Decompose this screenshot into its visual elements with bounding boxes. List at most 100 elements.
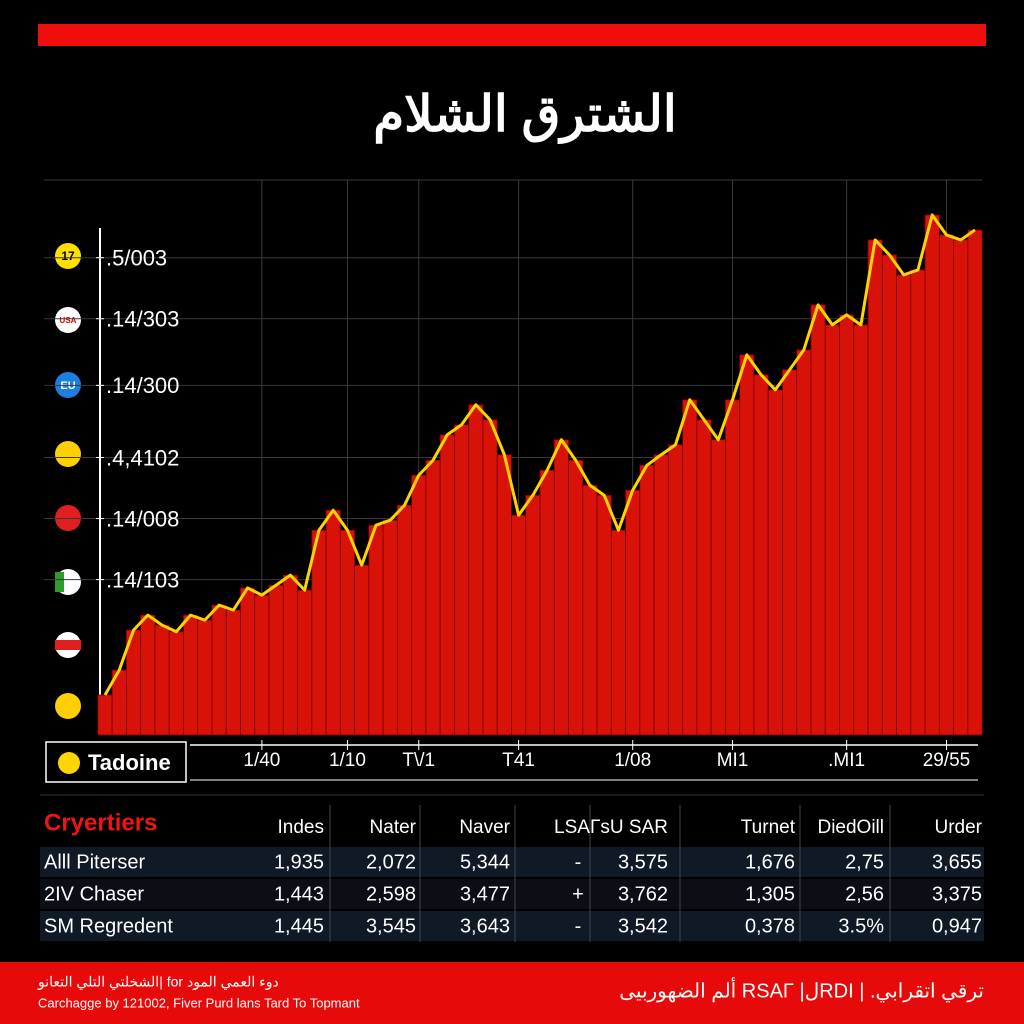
- x-tick-label: .MI1: [828, 750, 865, 771]
- icon-label: USA: [60, 316, 77, 325]
- chart-title: الشترق الشلام: [373, 86, 677, 144]
- bar: [596, 494, 612, 736]
- x-tick-label: 1/08: [614, 750, 651, 771]
- bar: [710, 439, 726, 736]
- legend-icon: [58, 752, 80, 774]
- bar: [896, 274, 912, 736]
- bar: [382, 519, 398, 736]
- bar: [282, 574, 298, 736]
- bar: [582, 484, 598, 736]
- table-cell: 0,947: [932, 915, 982, 937]
- bar: [924, 214, 940, 736]
- bar: [539, 469, 555, 736]
- icon: [55, 307, 81, 333]
- y-tick-label: .14/303: [106, 307, 179, 332]
- table-cell: 3,762: [618, 883, 668, 905]
- bar: [511, 514, 527, 736]
- column-header: Urder: [934, 817, 982, 838]
- icon: [55, 693, 81, 719]
- footer-text: الشخلتي التلي التعانو| for دوء العمي الم…: [37, 974, 279, 991]
- table-cell: 2,598: [366, 883, 416, 905]
- bar: [339, 529, 355, 736]
- row-label: SM Regredent: [44, 915, 173, 937]
- column-header: Turnet: [741, 817, 796, 838]
- x-tick-label: 29/55: [923, 750, 971, 771]
- bar: [425, 459, 441, 736]
- bar: [140, 614, 156, 736]
- bar: [368, 524, 384, 736]
- table-cell: 3,575: [618, 851, 668, 873]
- bar: [354, 564, 370, 736]
- table-cell: 2,75: [845, 851, 884, 873]
- table-row-bg: [40, 847, 984, 877]
- bar: [396, 504, 413, 736]
- legend-box: [45, 741, 187, 783]
- bar: [97, 694, 113, 736]
- bar: [240, 587, 256, 736]
- table-cell: 2,072: [366, 851, 416, 873]
- icon: [55, 505, 81, 531]
- bar: [168, 631, 184, 736]
- table-cell: 3,375: [932, 883, 982, 905]
- bar: [568, 459, 584, 736]
- table-cell: 2,56: [845, 883, 884, 905]
- table-title: Cryertiers: [44, 809, 157, 836]
- bar: [725, 399, 741, 736]
- table-cell: 3,545: [366, 915, 416, 937]
- x-tick-label: MI1: [717, 750, 749, 771]
- table-row-bg: [40, 911, 984, 941]
- bar: [610, 529, 626, 736]
- icon-stripe: [55, 640, 81, 650]
- y-tick-label: .14/008: [106, 506, 179, 531]
- table-cell: 3,477: [460, 883, 510, 905]
- bar: [910, 269, 926, 736]
- bar: [297, 589, 313, 736]
- bar: [881, 254, 897, 736]
- icon-stripe: [55, 572, 64, 592]
- bar: [867, 239, 883, 736]
- bar: [739, 354, 755, 736]
- column-header: Indes: [278, 817, 324, 838]
- icon: [55, 441, 81, 467]
- y-tick-label: .5/003: [106, 246, 167, 271]
- footer-text: Carchagge by 121002, Fiver Purd lans Tar…: [38, 995, 360, 1010]
- bar: [183, 614, 199, 736]
- bar: [197, 619, 213, 736]
- footer-text: ألم الضهوربيى RSAΓ |لRDI | .ترقي اتقرابي: [619, 976, 984, 1002]
- y-tick-label: .14/103: [106, 567, 179, 592]
- x-tick-label: T\/1: [402, 750, 435, 771]
- table-cell: 1,445: [274, 915, 324, 937]
- column-header: LSAΓs: [554, 817, 610, 838]
- table-cell: 3,643: [460, 915, 510, 937]
- bar: [967, 229, 983, 736]
- bar: [839, 314, 855, 736]
- bar: [853, 324, 869, 736]
- legend-label: Tadoine: [88, 750, 171, 775]
- top-bar: [38, 24, 986, 46]
- bar: [325, 509, 341, 736]
- bar: [782, 369, 798, 736]
- table-cell: 3,542: [618, 915, 668, 937]
- bar: [953, 239, 969, 736]
- x-tick-label: T41: [502, 750, 535, 771]
- bar: [824, 324, 840, 736]
- row-label: Alll Piterser: [44, 851, 145, 873]
- icons: 17 USA EU: [55, 243, 81, 719]
- bar: [767, 389, 783, 736]
- table-cell: -: [575, 915, 582, 937]
- column-header: U SAR: [610, 817, 668, 838]
- bar: [225, 609, 241, 736]
- bar: [154, 624, 170, 736]
- bar: [696, 419, 712, 736]
- y-tick-label: .14/300: [106, 373, 179, 398]
- table-cell: +: [572, 883, 584, 905]
- x-tick-label: 1/10: [329, 750, 366, 771]
- icon: [55, 243, 81, 269]
- y-tick-label: .4,4102: [106, 445, 179, 470]
- bar: [268, 584, 284, 736]
- bar: [639, 464, 655, 736]
- bar: [810, 304, 826, 736]
- bar: [625, 489, 641, 736]
